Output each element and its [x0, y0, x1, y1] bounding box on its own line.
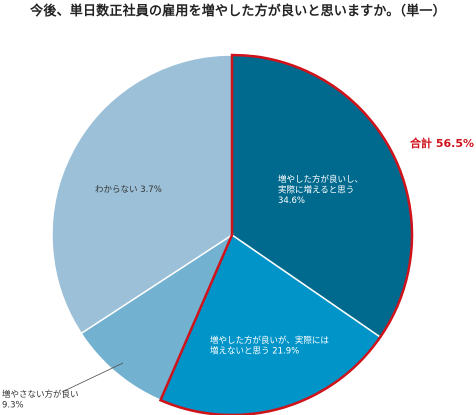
- chart-title: 今後、単日数正社員の雇用を増やした方が良いと思いますか。（単一）: [30, 4, 446, 19]
- connector-line: [61, 362, 124, 393]
- slice-label-1-line-3: 34.6%: [278, 196, 305, 206]
- slice-label-2-line-1: 増やした方が良いが、実際には: [210, 335, 329, 346]
- label-connectors: [61, 362, 124, 393]
- highlight-outline: [158, 53, 414, 415]
- slice-label-3-line-1: 増やさない方が良い: [2, 389, 79, 400]
- pie-slice-4: [51, 54, 233, 335]
- slice-label-3-line-2: 9.3%: [2, 401, 24, 411]
- pie-slice-3: [80, 233, 234, 402]
- slice-label-1-line-1: 増やした方が良いし、: [278, 174, 363, 185]
- pie-slices: [51, 54, 413, 415]
- total-label: 合計 56.5%: [410, 136, 474, 150]
- slice-label-1-line-2: 実際に増えると思う: [278, 185, 354, 196]
- slice-label-2-line-2: 増えないと思う 21.9%: [210, 346, 299, 357]
- slice-label-4-line-1: わからない 3.7%: [95, 185, 162, 195]
